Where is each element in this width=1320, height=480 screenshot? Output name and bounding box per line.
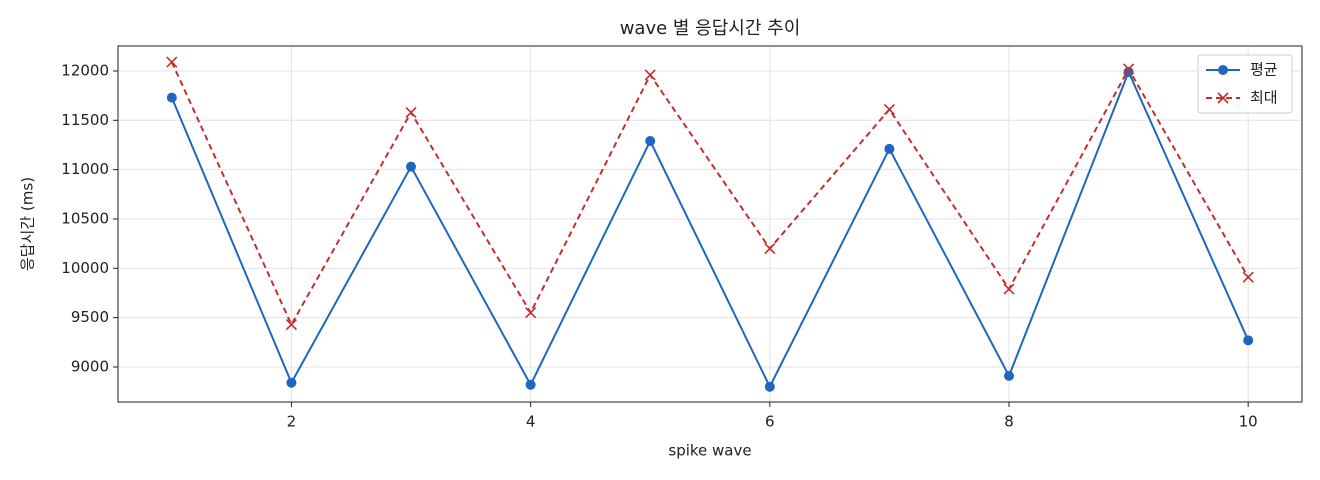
series-line (170, 69, 1250, 389)
x-tick-label: 4 (526, 413, 536, 431)
plot-frame (117, 45, 1303, 403)
y-axis-label: 응답시간 (ms) (19, 177, 37, 271)
data-point (644, 69, 656, 81)
data-point (286, 377, 297, 388)
data-point (1003, 370, 1014, 381)
y-tick-label: 11500 (61, 111, 109, 129)
legend-label: 최대 (1250, 89, 1278, 107)
data-point (884, 143, 895, 154)
legend-label: 평균 (1250, 61, 1278, 79)
y-tick-label: 9500 (71, 308, 109, 326)
x-axis-label: spike wave (668, 442, 751, 460)
series-line (170, 61, 1250, 327)
data-point (1242, 271, 1254, 283)
data-point (406, 161, 417, 172)
data-point (764, 381, 775, 392)
data-point (166, 92, 177, 103)
data-point (1003, 283, 1015, 295)
x-tick-label: 6 (765, 413, 775, 431)
y-tick-label: 12000 (61, 61, 109, 79)
data-point (285, 318, 297, 331)
data-point (405, 106, 417, 118)
legend-marker (1217, 92, 1229, 104)
legend-marker (1218, 65, 1228, 75)
data-point (525, 307, 537, 319)
data-point (525, 379, 536, 390)
data-point (1243, 335, 1254, 346)
y-tick-label: 11000 (61, 160, 109, 178)
legend-box (1197, 54, 1293, 114)
y-tick-label: 9000 (71, 357, 109, 375)
data-point (166, 56, 178, 68)
data-point (1123, 63, 1135, 75)
x-tick-label: 8 (1004, 413, 1014, 431)
data-point (645, 136, 656, 147)
x-tick-label: 10 (1239, 413, 1258, 431)
data-point (883, 103, 895, 116)
x-tick-label: 2 (287, 413, 297, 431)
chart-title: wave 별 응답시간 추이 (620, 18, 801, 39)
data-point (764, 243, 776, 255)
y-tick-label: 10000 (61, 259, 109, 277)
y-tick-label: 10500 (61, 209, 109, 227)
